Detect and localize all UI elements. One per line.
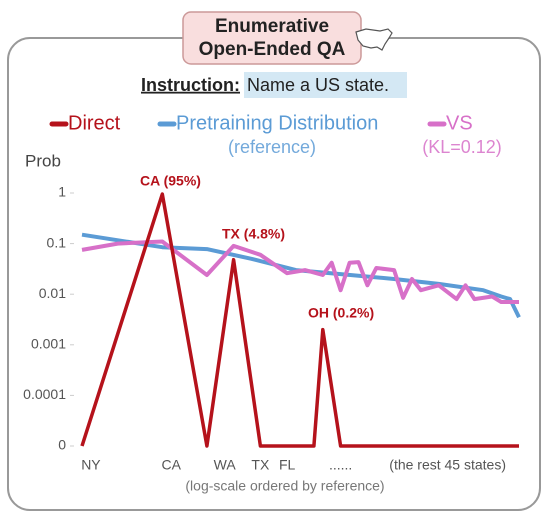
y-tick-label: 1 (58, 184, 66, 200)
y-axis-label: Prob (25, 151, 61, 170)
series-line (81, 239, 519, 304)
card-frame (7, 37, 541, 511)
x-tick-label: (the rest 45 states) (389, 457, 506, 473)
us-map-icon (355, 28, 393, 51)
legend-label: VS (446, 112, 473, 134)
x-tick-label: NY (81, 457, 101, 473)
x-tick-label: WA (214, 457, 237, 473)
annotation: TX (4.8%) (222, 226, 285, 242)
series-line (80, 192, 519, 448)
x-tick-label: CA (161, 457, 181, 473)
legend-label: Direct (68, 112, 121, 134)
x-tick-label: FL (279, 457, 296, 473)
instruction-highlight (244, 72, 407, 98)
legend-label: Pretraining Distribution (176, 112, 378, 134)
instruction-label: Instruction: (141, 75, 240, 95)
y-tick-label: 0.1 (47, 234, 67, 250)
y-tick-label: 0.0001 (23, 386, 66, 402)
header-line: Open-Ended QA (199, 39, 346, 60)
x-tick-label: TX (251, 457, 270, 473)
x-tick-label: ...... (329, 457, 352, 473)
instruction-text: Name a US state. (247, 75, 389, 95)
legend-note: (KL=0.12) (422, 137, 502, 157)
y-tick-label: 0.01 (39, 285, 66, 301)
series-line (81, 232, 521, 319)
y-tick-label: 0 (58, 437, 66, 453)
y-tick-label: 0.001 (31, 336, 66, 352)
header-line: Enumerative (215, 16, 329, 37)
x-axis-label: (log-scale ordered by reference) (185, 478, 384, 494)
annotation: OH (0.2%) (308, 305, 374, 321)
legend-note: (reference) (228, 137, 316, 157)
annotation: CA (95%) (140, 173, 201, 189)
